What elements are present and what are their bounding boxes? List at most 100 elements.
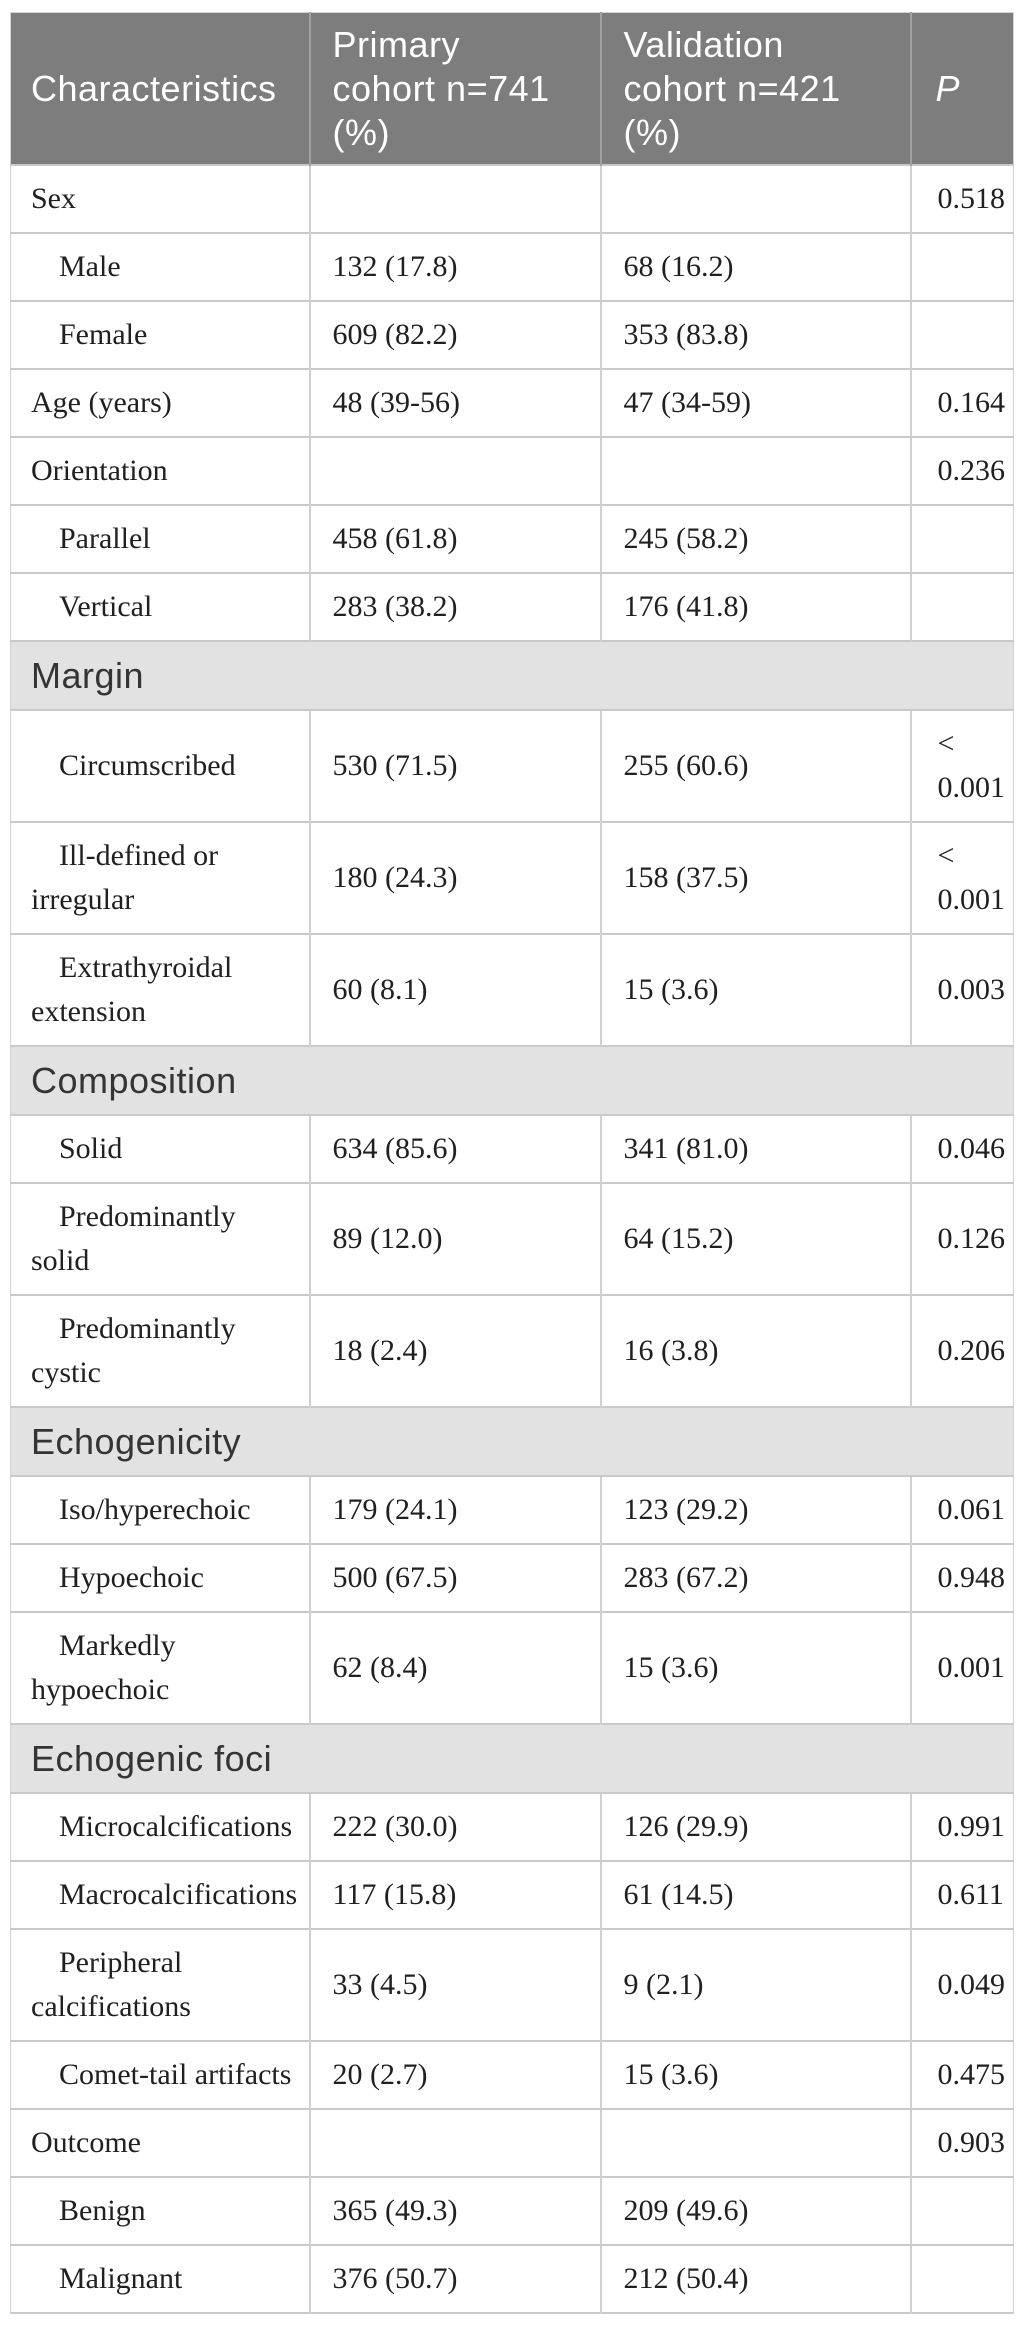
row-label-cell: Parallel: [10, 504, 310, 573]
p-value-cell: [909, 2176, 1014, 2245]
validation-cohort-cell: 64 (15.2): [599, 1182, 911, 1295]
table-row: Iso/hyperechoic 179 (24.1) 123 (29.2) 0.…: [10, 1475, 1014, 1544]
validation-cohort-cell: 126 (29.9): [599, 1792, 911, 1861]
section-header-row: Margin: [10, 640, 1014, 710]
col-header-p-value: P: [909, 12, 1014, 165]
row-label-cell: Circumscribed: [10, 709, 310, 822]
p-value-cell: 0.164: [909, 368, 1014, 437]
row-label-cell: Outcome: [10, 2108, 310, 2177]
p-value-cell: [909, 300, 1014, 369]
primary-cohort-cell: 48 (39-56): [308, 368, 601, 437]
table-row: Outcome 0.903: [10, 2108, 1014, 2177]
table-row: Hypoechoic 500 (67.5) 283 (67.2) 0.948: [10, 1543, 1014, 1612]
primary-cohort-cell: 117 (15.8): [308, 1860, 601, 1929]
row-label-cell: Female: [10, 300, 310, 369]
p-value-cell: 0.903: [909, 2108, 1014, 2177]
row-label-cell: Comet-tail artifacts: [10, 2040, 310, 2109]
row-label-cell: Male: [10, 232, 310, 301]
validation-cohort-cell: 61 (14.5): [599, 1860, 911, 1929]
table-row: Peripheral calcifications 33 (4.5) 9 (2.…: [10, 1928, 1014, 2041]
row-label-cell: Solid: [10, 1114, 310, 1183]
primary-cohort-cell: 180 (24.3): [308, 821, 601, 934]
primary-cohort-cell: 179 (24.1): [308, 1475, 601, 1544]
primary-cohort-cell: 62 (8.4): [308, 1611, 601, 1724]
table-row: Comet-tail artifacts 20 (2.7) 15 (3.6) 0…: [10, 2040, 1014, 2109]
primary-cohort-cell: 500 (67.5): [308, 1543, 601, 1612]
p-value-cell: 0.046: [909, 1114, 1014, 1183]
p-value-cell: < 0.001: [909, 821, 1014, 934]
p-value-cell: 0.126: [909, 1182, 1014, 1295]
primary-cohort-cell: 458 (61.8): [308, 504, 601, 573]
validation-cohort-cell: [599, 436, 911, 505]
primary-cohort-cell: 33 (4.5): [308, 1928, 601, 2041]
p-value-cell: 0.001: [909, 1611, 1014, 1724]
table-row: Malignant 376 (50.7) 212 (50.4): [10, 2244, 1014, 2313]
table-row: Ill-defined or irregular 180 (24.3) 158 …: [10, 821, 1014, 934]
row-label-cell: Ill-defined or irregular: [10, 821, 310, 934]
validation-cohort-cell: 255 (60.6): [599, 709, 911, 822]
p-value-cell: [909, 2244, 1014, 2313]
table-row: Microcalcifications 222 (30.0) 126 (29.9…: [10, 1792, 1014, 1861]
validation-cohort-cell: 15 (3.6): [599, 1611, 911, 1724]
primary-cohort-cell: 222 (30.0): [308, 1792, 601, 1861]
table-header-row: Characteristics Primary cohort n=741 (%)…: [10, 12, 1014, 165]
p-value-cell: 0.049: [909, 1928, 1014, 2041]
table-row: Macrocalcifications 117 (15.8) 61 (14.5)…: [10, 1860, 1014, 1929]
p-value-cell: 0.061: [909, 1475, 1014, 1544]
p-value-cell: 0.475: [909, 2040, 1014, 2109]
validation-cohort-cell: 123 (29.2): [599, 1475, 911, 1544]
primary-cohort-cell: [308, 2108, 601, 2177]
primary-cohort-cell: 283 (38.2): [308, 572, 601, 641]
validation-cohort-cell: 9 (2.1): [599, 1928, 911, 2041]
validation-cohort-cell: 209 (49.6): [599, 2176, 911, 2245]
primary-cohort-cell: 376 (50.7): [308, 2244, 601, 2313]
row-label-cell: Extrathyroidal extension: [10, 933, 310, 1046]
section-header-cell: Echogenicity: [10, 1406, 1014, 1476]
p-value-cell: [909, 232, 1014, 301]
p-value-cell: < 0.001: [909, 709, 1014, 822]
row-label-cell: Sex: [10, 164, 310, 233]
primary-cohort-cell: 60 (8.1): [308, 933, 601, 1046]
validation-cohort-cell: 158 (37.5): [599, 821, 911, 934]
p-value-cell: [909, 504, 1014, 573]
table-row: Predominantly cystic 18 (2.4) 16 (3.8) 0…: [10, 1294, 1014, 1407]
section-header-row: Composition: [10, 1045, 1014, 1115]
validation-cohort-cell: 283 (67.2): [599, 1543, 911, 1612]
validation-cohort-cell: 212 (50.4): [599, 2244, 911, 2313]
row-label-cell: Hypoechoic: [10, 1543, 310, 1612]
validation-cohort-cell: 341 (81.0): [599, 1114, 911, 1183]
row-label-cell: Markedly hypoechoic: [10, 1611, 310, 1724]
primary-cohort-cell: [308, 164, 601, 233]
table-row: Orientation 0.236: [10, 436, 1014, 505]
table-row: Age (years) 48 (39-56) 47 (34-59) 0.164: [10, 368, 1014, 437]
section-header-cell: Composition: [10, 1045, 1014, 1115]
col-header-primary-cohort: Primary cohort n=741 (%): [308, 12, 601, 165]
table-body: Sex 0.518 Male 132 (17.8) 68 (16.2) Fema…: [10, 164, 1014, 2313]
table-row: Vertical 283 (38.2) 176 (41.8): [10, 572, 1014, 641]
p-value-cell: 0.206: [909, 1294, 1014, 1407]
p-value-cell: 0.236: [909, 436, 1014, 505]
validation-cohort-cell: [599, 2108, 911, 2177]
table-row: Solid 634 (85.6) 341 (81.0) 0.046: [10, 1114, 1014, 1183]
p-value-cell: [909, 572, 1014, 641]
validation-cohort-cell: 15 (3.6): [599, 2040, 911, 2109]
primary-cohort-cell: 20 (2.7): [308, 2040, 601, 2109]
validation-cohort-cell: 245 (58.2): [599, 504, 911, 573]
p-value-cell: 0.611: [909, 1860, 1014, 1929]
primary-cohort-cell: 609 (82.2): [308, 300, 601, 369]
row-label-cell: Benign: [10, 2176, 310, 2245]
primary-cohort-cell: 89 (12.0): [308, 1182, 601, 1295]
p-value-cell: 0.518: [909, 164, 1014, 233]
row-label-cell: Vertical: [10, 572, 310, 641]
table-row: Male 132 (17.8) 68 (16.2): [10, 232, 1014, 301]
primary-cohort-cell: 18 (2.4): [308, 1294, 601, 1407]
validation-cohort-cell: 176 (41.8): [599, 572, 911, 641]
validation-cohort-cell: 15 (3.6): [599, 933, 911, 1046]
row-label-cell: Macrocalcifications: [10, 1860, 310, 1929]
p-value-cell: 0.003: [909, 933, 1014, 1046]
p-value-cell: 0.991: [909, 1792, 1014, 1861]
validation-cohort-cell: 16 (3.8): [599, 1294, 911, 1407]
row-label-cell: Predominantly solid: [10, 1182, 310, 1295]
validation-cohort-cell: 353 (83.8): [599, 300, 911, 369]
